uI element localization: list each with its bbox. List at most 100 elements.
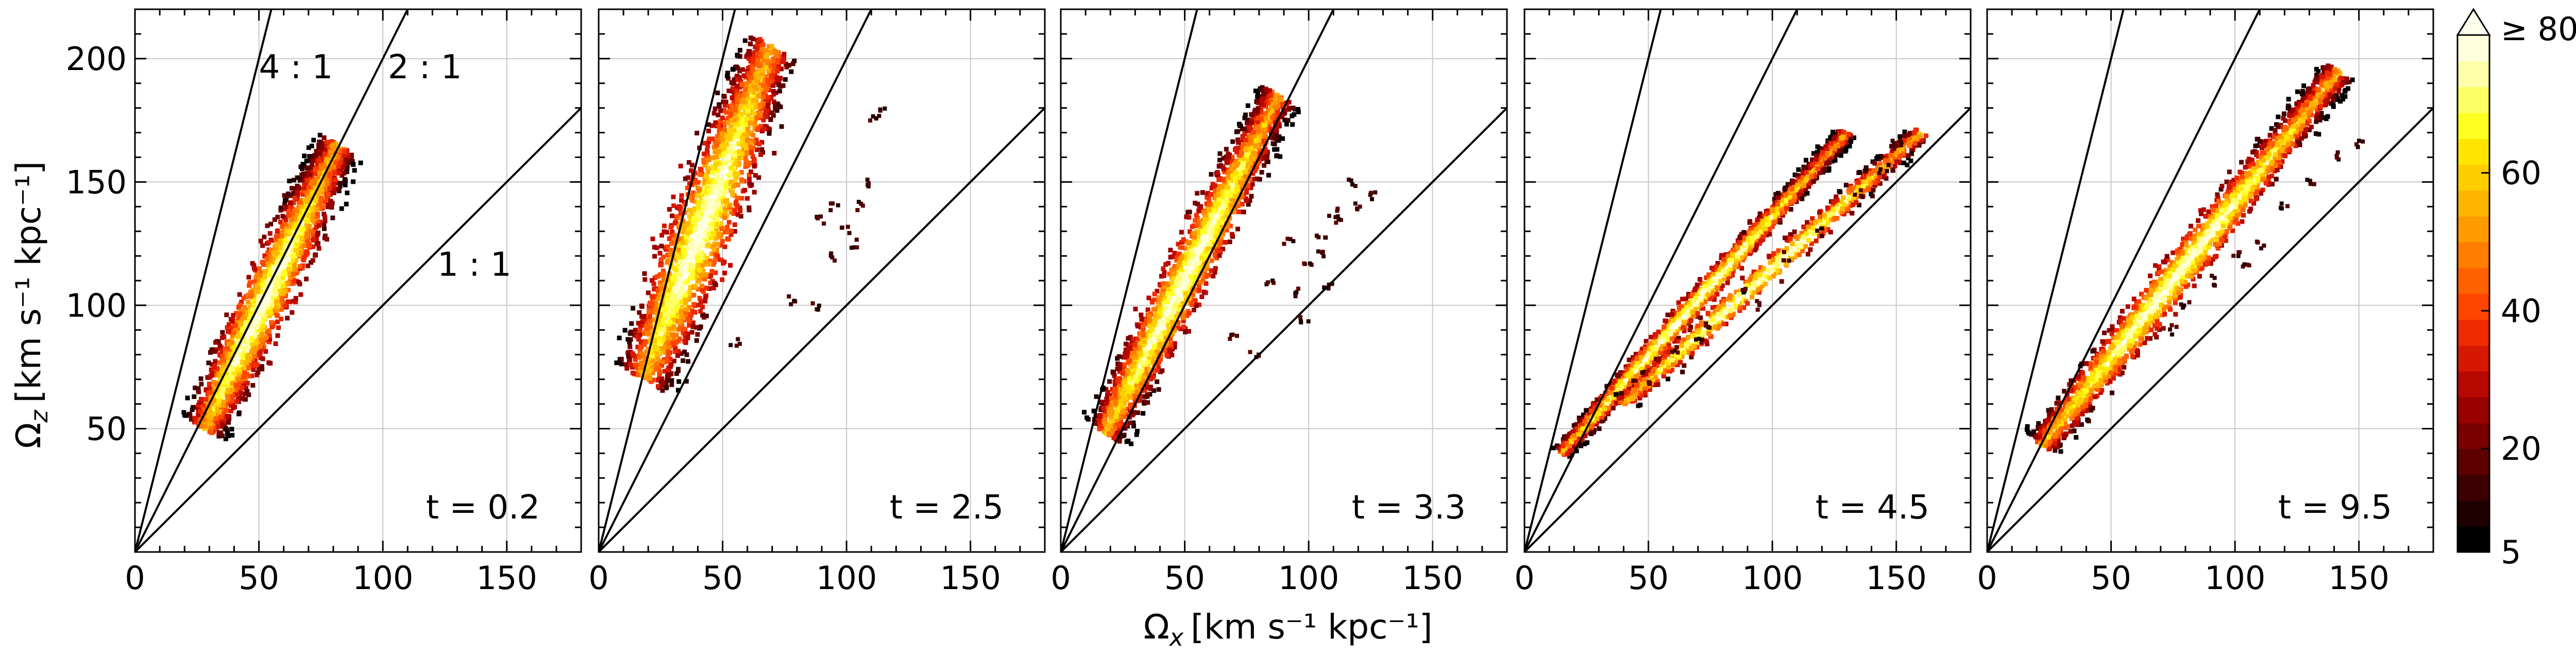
density-cell bbox=[706, 181, 711, 186]
density-cell bbox=[294, 211, 299, 216]
density-cell bbox=[283, 204, 289, 210]
density-cell bbox=[670, 213, 675, 218]
density-cell bbox=[1169, 267, 1174, 272]
density-cell bbox=[671, 203, 676, 209]
density-cell bbox=[234, 383, 240, 388]
density-cell bbox=[293, 186, 298, 191]
density-cell bbox=[758, 50, 763, 55]
density-cell bbox=[657, 340, 662, 345]
density-cell bbox=[667, 373, 672, 378]
density-cell bbox=[714, 211, 719, 216]
density-cell bbox=[674, 292, 679, 297]
density-cell bbox=[648, 324, 653, 329]
density-cell bbox=[224, 408, 229, 413]
density-cell bbox=[257, 266, 262, 271]
density-cell bbox=[735, 203, 740, 209]
density-cell bbox=[735, 122, 740, 127]
density-cell bbox=[1174, 254, 1179, 260]
density-cell bbox=[639, 303, 644, 308]
density-cell bbox=[690, 208, 696, 213]
density-cell bbox=[751, 98, 756, 103]
density-cell bbox=[690, 269, 695, 274]
density-cell bbox=[748, 35, 753, 40]
density-cell bbox=[280, 225, 285, 230]
density-cell bbox=[693, 222, 698, 228]
density-cell bbox=[622, 327, 628, 333]
density-cell bbox=[754, 137, 759, 143]
density-cell bbox=[659, 303, 664, 308]
density-cell bbox=[301, 257, 306, 263]
density-cell bbox=[739, 112, 744, 117]
density-cell bbox=[683, 298, 688, 303]
density-cell bbox=[672, 221, 677, 226]
density-cell bbox=[272, 238, 277, 244]
density-cell bbox=[687, 181, 692, 186]
density-cell bbox=[775, 78, 781, 83]
density-cell bbox=[326, 147, 331, 152]
scatter-cell bbox=[828, 201, 833, 206]
density-cell bbox=[306, 227, 311, 232]
density-cell bbox=[343, 182, 348, 187]
density-cell bbox=[665, 359, 670, 364]
density-cell bbox=[242, 339, 247, 344]
density-cell bbox=[758, 152, 764, 157]
density-cell bbox=[242, 305, 247, 310]
density-cell bbox=[762, 58, 768, 63]
density-cell bbox=[674, 268, 679, 273]
density-cell bbox=[709, 251, 715, 256]
scatter-cell bbox=[871, 114, 875, 119]
scatter-cell bbox=[883, 106, 887, 111]
density-cell bbox=[697, 245, 702, 250]
density-cell bbox=[655, 287, 660, 292]
density-cell bbox=[246, 274, 251, 280]
density-cell bbox=[251, 266, 257, 271]
density-cell bbox=[638, 339, 643, 344]
density-cell bbox=[308, 172, 313, 177]
density-cell bbox=[295, 193, 300, 198]
density-cell bbox=[726, 237, 731, 242]
density-cell bbox=[654, 245, 659, 250]
density-cell bbox=[736, 107, 741, 112]
density-cell bbox=[708, 273, 714, 278]
density-cell bbox=[203, 397, 208, 402]
density-cell bbox=[1204, 281, 1209, 286]
density-cell bbox=[755, 78, 760, 83]
density-cell bbox=[749, 85, 754, 91]
density-cell bbox=[706, 139, 711, 144]
density-cell bbox=[702, 141, 707, 146]
density-cell bbox=[719, 226, 724, 231]
density-cell bbox=[750, 154, 755, 159]
density-cell bbox=[345, 166, 350, 171]
density-cell bbox=[257, 332, 262, 337]
density-cell bbox=[694, 255, 700, 260]
density-cell bbox=[688, 285, 693, 290]
density-cell bbox=[736, 162, 741, 167]
density-cell bbox=[219, 349, 225, 354]
density-cell bbox=[241, 356, 246, 361]
density-cell bbox=[664, 385, 669, 390]
density-cell bbox=[680, 305, 685, 310]
density-cell bbox=[290, 258, 295, 264]
density-cell bbox=[676, 350, 681, 355]
density-cell bbox=[313, 220, 318, 225]
density-cell bbox=[723, 99, 728, 105]
density-cell bbox=[765, 78, 770, 83]
density-cell bbox=[316, 223, 321, 228]
density-cell bbox=[238, 308, 243, 314]
scatter-cell bbox=[822, 221, 826, 226]
density-cell bbox=[279, 298, 284, 303]
density-cell bbox=[669, 295, 674, 300]
density-cell bbox=[304, 199, 310, 204]
density-cell bbox=[775, 58, 781, 63]
density-cell bbox=[313, 209, 318, 214]
density-cell bbox=[236, 333, 242, 338]
density-cell bbox=[645, 369, 650, 374]
density-cell bbox=[324, 178, 329, 183]
density-cell bbox=[771, 81, 776, 87]
density-cell bbox=[265, 328, 270, 333]
density-cell bbox=[665, 244, 670, 249]
density-cell bbox=[658, 331, 664, 336]
density-cell bbox=[691, 190, 696, 195]
density-cell bbox=[706, 128, 711, 133]
density-cell bbox=[656, 297, 661, 302]
